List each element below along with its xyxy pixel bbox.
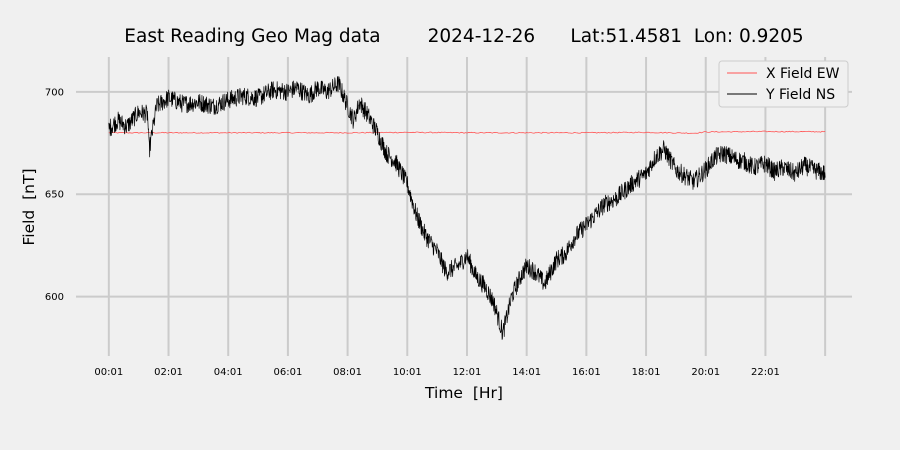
y-tick-label: 700 bbox=[45, 87, 64, 98]
legend-label-x-field-ew: X Field EW bbox=[766, 66, 840, 82]
x-tick-label: 18:01 bbox=[632, 367, 661, 378]
series-line-y-field-ns bbox=[108, 76, 826, 340]
y-axis-label: Field [nT] bbox=[20, 168, 38, 245]
x-tick-label: 14:01 bbox=[512, 367, 541, 378]
x-tick-label: 22:01 bbox=[751, 367, 780, 378]
tick-labels: 00:01 02:01 04:01 06:01 08:01 10:01 12:01 14:01… bbox=[45, 87, 780, 378]
grid-lines bbox=[76, 57, 852, 356]
x-tick-label: 16:01 bbox=[572, 367, 601, 378]
x-tick-label: 02:01 bbox=[154, 367, 183, 378]
y-tick-label: 650 bbox=[45, 190, 64, 201]
x-tick-label: 10:01 bbox=[393, 367, 422, 378]
series-line-x-field-ew bbox=[108, 130, 826, 134]
x-tick-label: 04:01 bbox=[214, 367, 243, 378]
x-tick-label: 20:01 bbox=[691, 367, 720, 378]
legend: X Field EW Y Field NS bbox=[718, 60, 849, 108]
x-tick-label: 00:01 bbox=[94, 367, 123, 378]
x-tick-label: 06:01 bbox=[273, 367, 302, 378]
series-layer bbox=[108, 76, 826, 340]
x-tick-label: 08:01 bbox=[333, 367, 362, 378]
x-tick-label: 12:01 bbox=[453, 367, 482, 378]
x-axis-label: Time [Hr] bbox=[424, 384, 503, 402]
y-tick-label: 600 bbox=[45, 292, 64, 303]
legend-label-y-field-ns: Y Field NS bbox=[765, 87, 835, 103]
chart-title: East Reading Geo Mag data 2024-12-26 Lat… bbox=[124, 26, 803, 47]
